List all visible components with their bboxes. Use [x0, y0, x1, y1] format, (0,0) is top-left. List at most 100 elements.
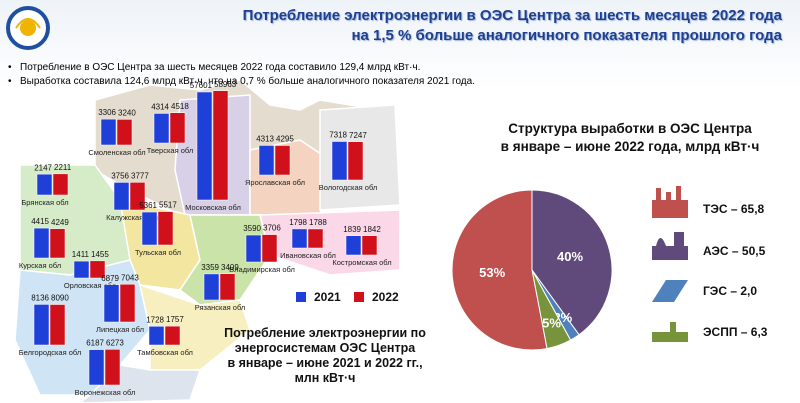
region-label: Липецкая обл: [96, 325, 144, 334]
legend-label: 2021: [314, 290, 341, 304]
bar: [49, 304, 66, 346]
region-label: Смоленская обл: [88, 148, 145, 157]
bar: [203, 273, 220, 301]
bar: [331, 141, 348, 181]
bar: [33, 304, 50, 346]
bar: [345, 235, 362, 256]
bar: [129, 182, 146, 211]
value-label: 4518: [171, 102, 189, 111]
value-label: 6187: [86, 339, 104, 348]
region-label: Воронежская обл: [75, 388, 136, 397]
espp-icon: [652, 322, 688, 342]
bar: [89, 260, 106, 279]
bar: [212, 90, 229, 201]
value-label: 7318: [329, 131, 347, 140]
value-label: 4295: [276, 135, 294, 144]
bar: [100, 118, 117, 146]
legend-label: ГЭС – 2,0: [703, 284, 757, 298]
value-label: 1839: [343, 225, 361, 234]
value-label: 7043: [121, 273, 139, 282]
value-label: 8136: [31, 294, 49, 303]
region-label: Костромская обл: [332, 258, 391, 267]
legend-label: ТЭС – 65,8: [703, 202, 765, 216]
region-label: Брянская обл: [21, 198, 68, 207]
value-label: 1728: [146, 315, 164, 324]
bar: [157, 211, 174, 246]
value-label: 2147: [34, 163, 52, 172]
legend-swatch: [296, 292, 306, 302]
value-label: 4313: [256, 135, 274, 144]
logo: [6, 6, 50, 50]
region-label: Московская обл: [185, 203, 241, 212]
pie-slice: [451, 189, 548, 351]
value-label: 1788: [309, 218, 327, 227]
bar: [245, 234, 262, 263]
pie-legend-icons: [652, 186, 688, 342]
bar: [119, 283, 136, 323]
value-label: 7247: [349, 131, 367, 140]
region-label: Орловская обл: [64, 281, 116, 290]
value-label: 4415: [31, 217, 49, 226]
chart-title: Структура выработки в ОЭС Центра в январ…: [500, 121, 760, 154]
legend-swatch: [354, 292, 364, 302]
value-label: 4249: [51, 218, 69, 227]
region-label: Тульская обл: [135, 248, 181, 257]
value-label: 1842: [363, 225, 381, 234]
bullet: Потребление в ОЭС Центра за шесть месяце…: [8, 62, 420, 73]
value-label: 3590: [243, 224, 261, 233]
value-label: 1411: [72, 250, 90, 259]
value-label: 3240: [118, 108, 136, 117]
bullet: Выработка составила 124,6 млрд кВт·ч, чт…: [8, 76, 475, 87]
pie-slice: [531, 189, 613, 336]
region-label: Тамбовская обл: [137, 348, 193, 357]
value-label: 1798: [289, 218, 307, 227]
value-label: 6879: [101, 274, 119, 283]
region-label: Курская обл: [19, 261, 61, 270]
bar: [153, 113, 170, 144]
value-label: 6273: [106, 338, 124, 347]
bar: [103, 284, 120, 323]
region-label: Рязанская обл: [195, 303, 246, 312]
value-label: 5361: [139, 201, 157, 210]
bar: [36, 173, 53, 196]
bar: [196, 91, 213, 201]
bar: [164, 325, 181, 346]
bar: [52, 173, 69, 196]
region-label: Тверская обл: [147, 146, 194, 155]
bar: [347, 141, 364, 181]
bar: [261, 234, 278, 263]
region-label: Ивановская обл: [280, 251, 336, 260]
bar: [104, 349, 121, 386]
region-label: Белгородская обл: [19, 348, 82, 357]
legend-label: АЭС – 50,5: [703, 244, 766, 258]
value-label: 4314: [151, 103, 169, 112]
value-label: 3706: [263, 224, 281, 233]
tes-icon: [652, 186, 688, 218]
bar: [361, 235, 378, 256]
region-label: Калужская обл: [106, 213, 158, 222]
value-label: 1757: [166, 315, 184, 324]
bar: [169, 112, 186, 144]
value-label: 5517: [159, 201, 177, 210]
bar: [307, 228, 324, 249]
value-label: 3409: [221, 263, 239, 272]
bar: [33, 227, 50, 259]
value-label: 3359: [201, 263, 219, 272]
bar: [116, 119, 133, 146]
legend-label: ЭСПП – 6,3: [703, 325, 768, 339]
page-title: Потребление электроэнергии в ОЭС Центра …: [242, 7, 782, 44]
aes-icon: [652, 232, 688, 260]
bar: [219, 273, 236, 301]
bar: [291, 228, 308, 249]
value-label: 3306: [98, 108, 116, 117]
chart-title: Потребление электроэнергии по энергосист…: [224, 326, 426, 385]
ges-icon: [652, 280, 688, 302]
slice-label: 5%: [542, 316, 561, 331]
bar: [141, 211, 158, 246]
value-label: 1455: [91, 250, 109, 259]
value-label: 3777: [131, 171, 149, 180]
bar: [274, 145, 291, 176]
legend-label: 2022: [372, 290, 399, 304]
